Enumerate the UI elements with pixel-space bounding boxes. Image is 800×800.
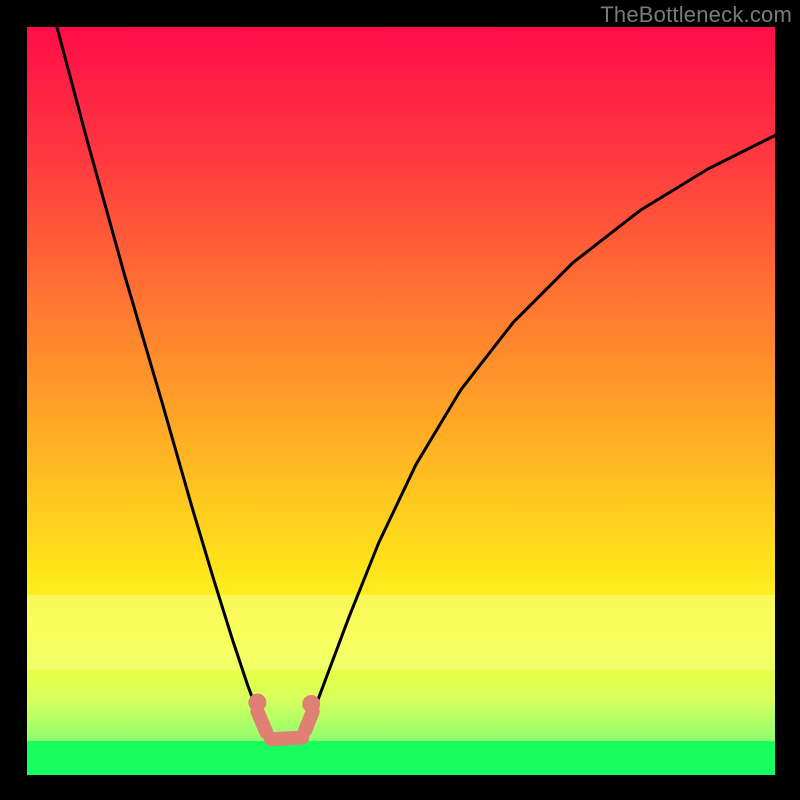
highlight-segment [305, 711, 312, 730]
highlight-dot [302, 695, 320, 713]
bottleneck-curve [57, 27, 775, 740]
curve-layer [27, 27, 775, 775]
canvas: TheBottleneck.com [0, 0, 800, 800]
highlight-dot [248, 693, 266, 711]
highlight-segment [271, 738, 302, 739]
watermark-label: TheBottleneck.com [600, 2, 792, 28]
highlight-segment [257, 711, 266, 732]
highlight-group [248, 693, 320, 739]
plot-area [27, 27, 775, 775]
